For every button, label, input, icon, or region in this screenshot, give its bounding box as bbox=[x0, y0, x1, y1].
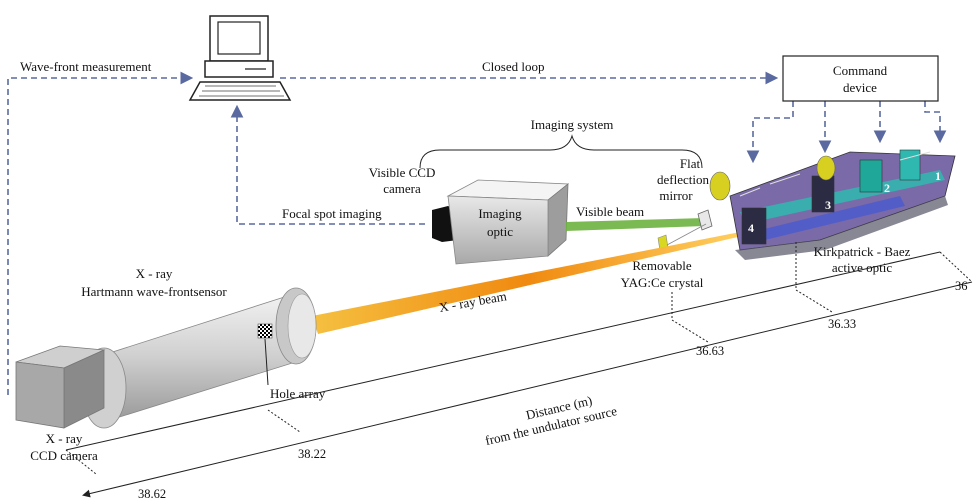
distance-axis bbox=[65, 242, 973, 498]
command-device-box: Command device bbox=[782, 55, 939, 102]
kb-label-2: active optic bbox=[832, 260, 893, 275]
hartmann-sensor bbox=[81, 287, 317, 429]
focal-spot-label: Focal spot imaging bbox=[282, 206, 382, 221]
visible-ccd-label-1: Visible CCD bbox=[369, 165, 436, 180]
distance-36: 36 bbox=[955, 279, 968, 293]
actuator-1: 1 bbox=[935, 169, 941, 183]
xray-beam bbox=[312, 232, 742, 334]
imaging-optic-label-1: Imaging bbox=[478, 206, 522, 221]
command-label-1: Command bbox=[833, 63, 888, 78]
visible-beam-label: Visible beam bbox=[576, 204, 644, 219]
distance-38-62: 38.62 bbox=[138, 487, 166, 501]
hartmann-label-2: Hartmann wave-frontsensor bbox=[81, 284, 227, 299]
closed-loop-label: Closed loop bbox=[482, 59, 544, 74]
xray-ccd-label-1: X - ray bbox=[46, 431, 83, 446]
xray-ccd-camera bbox=[15, 345, 106, 429]
visible-ccd-label-2: camera bbox=[383, 181, 421, 196]
kb-label-1: Kirkpatrick - Baez bbox=[814, 244, 911, 259]
distance-36-63: 36.63 bbox=[696, 344, 724, 358]
removable-label-2: YAG:Ce crystal bbox=[621, 275, 704, 290]
imaging-system-label: Imaging system bbox=[531, 117, 614, 132]
actuator-4: 4 bbox=[748, 221, 754, 235]
flat-mirror-label-3: mirror bbox=[659, 188, 693, 203]
actuator-2: 2 bbox=[884, 181, 890, 195]
wavefront-label: Wave-front measurement bbox=[20, 59, 152, 74]
hole-array-label: Hole array bbox=[270, 386, 326, 401]
distance-36-33: 36.33 bbox=[828, 317, 856, 331]
actuator-numbers: 1 2 3 4 bbox=[748, 169, 941, 235]
visible-beam bbox=[566, 218, 705, 231]
xray-ccd-label-2: CCD camera bbox=[30, 448, 98, 463]
actuator-3: 3 bbox=[825, 198, 831, 212]
flat-mirror-label-1: Flat bbox=[680, 156, 701, 171]
imaging-optic-box bbox=[446, 179, 570, 265]
command-label-2: device bbox=[843, 80, 877, 95]
imaging-optic-label-2: optic bbox=[487, 224, 513, 239]
removable-label-1: Removable bbox=[632, 258, 691, 273]
hartmann-label-1: X - ray bbox=[136, 266, 173, 281]
computer-icon bbox=[188, 15, 292, 101]
imaging-system-brace bbox=[419, 134, 703, 169]
flat-mirror-label-2: deflection bbox=[657, 172, 709, 187]
kb-active-optic bbox=[709, 149, 956, 260]
distance-38-22: 38.22 bbox=[298, 447, 326, 461]
feedback-lines bbox=[7, 71, 947, 395]
flat-deflection-mirror bbox=[697, 209, 713, 231]
